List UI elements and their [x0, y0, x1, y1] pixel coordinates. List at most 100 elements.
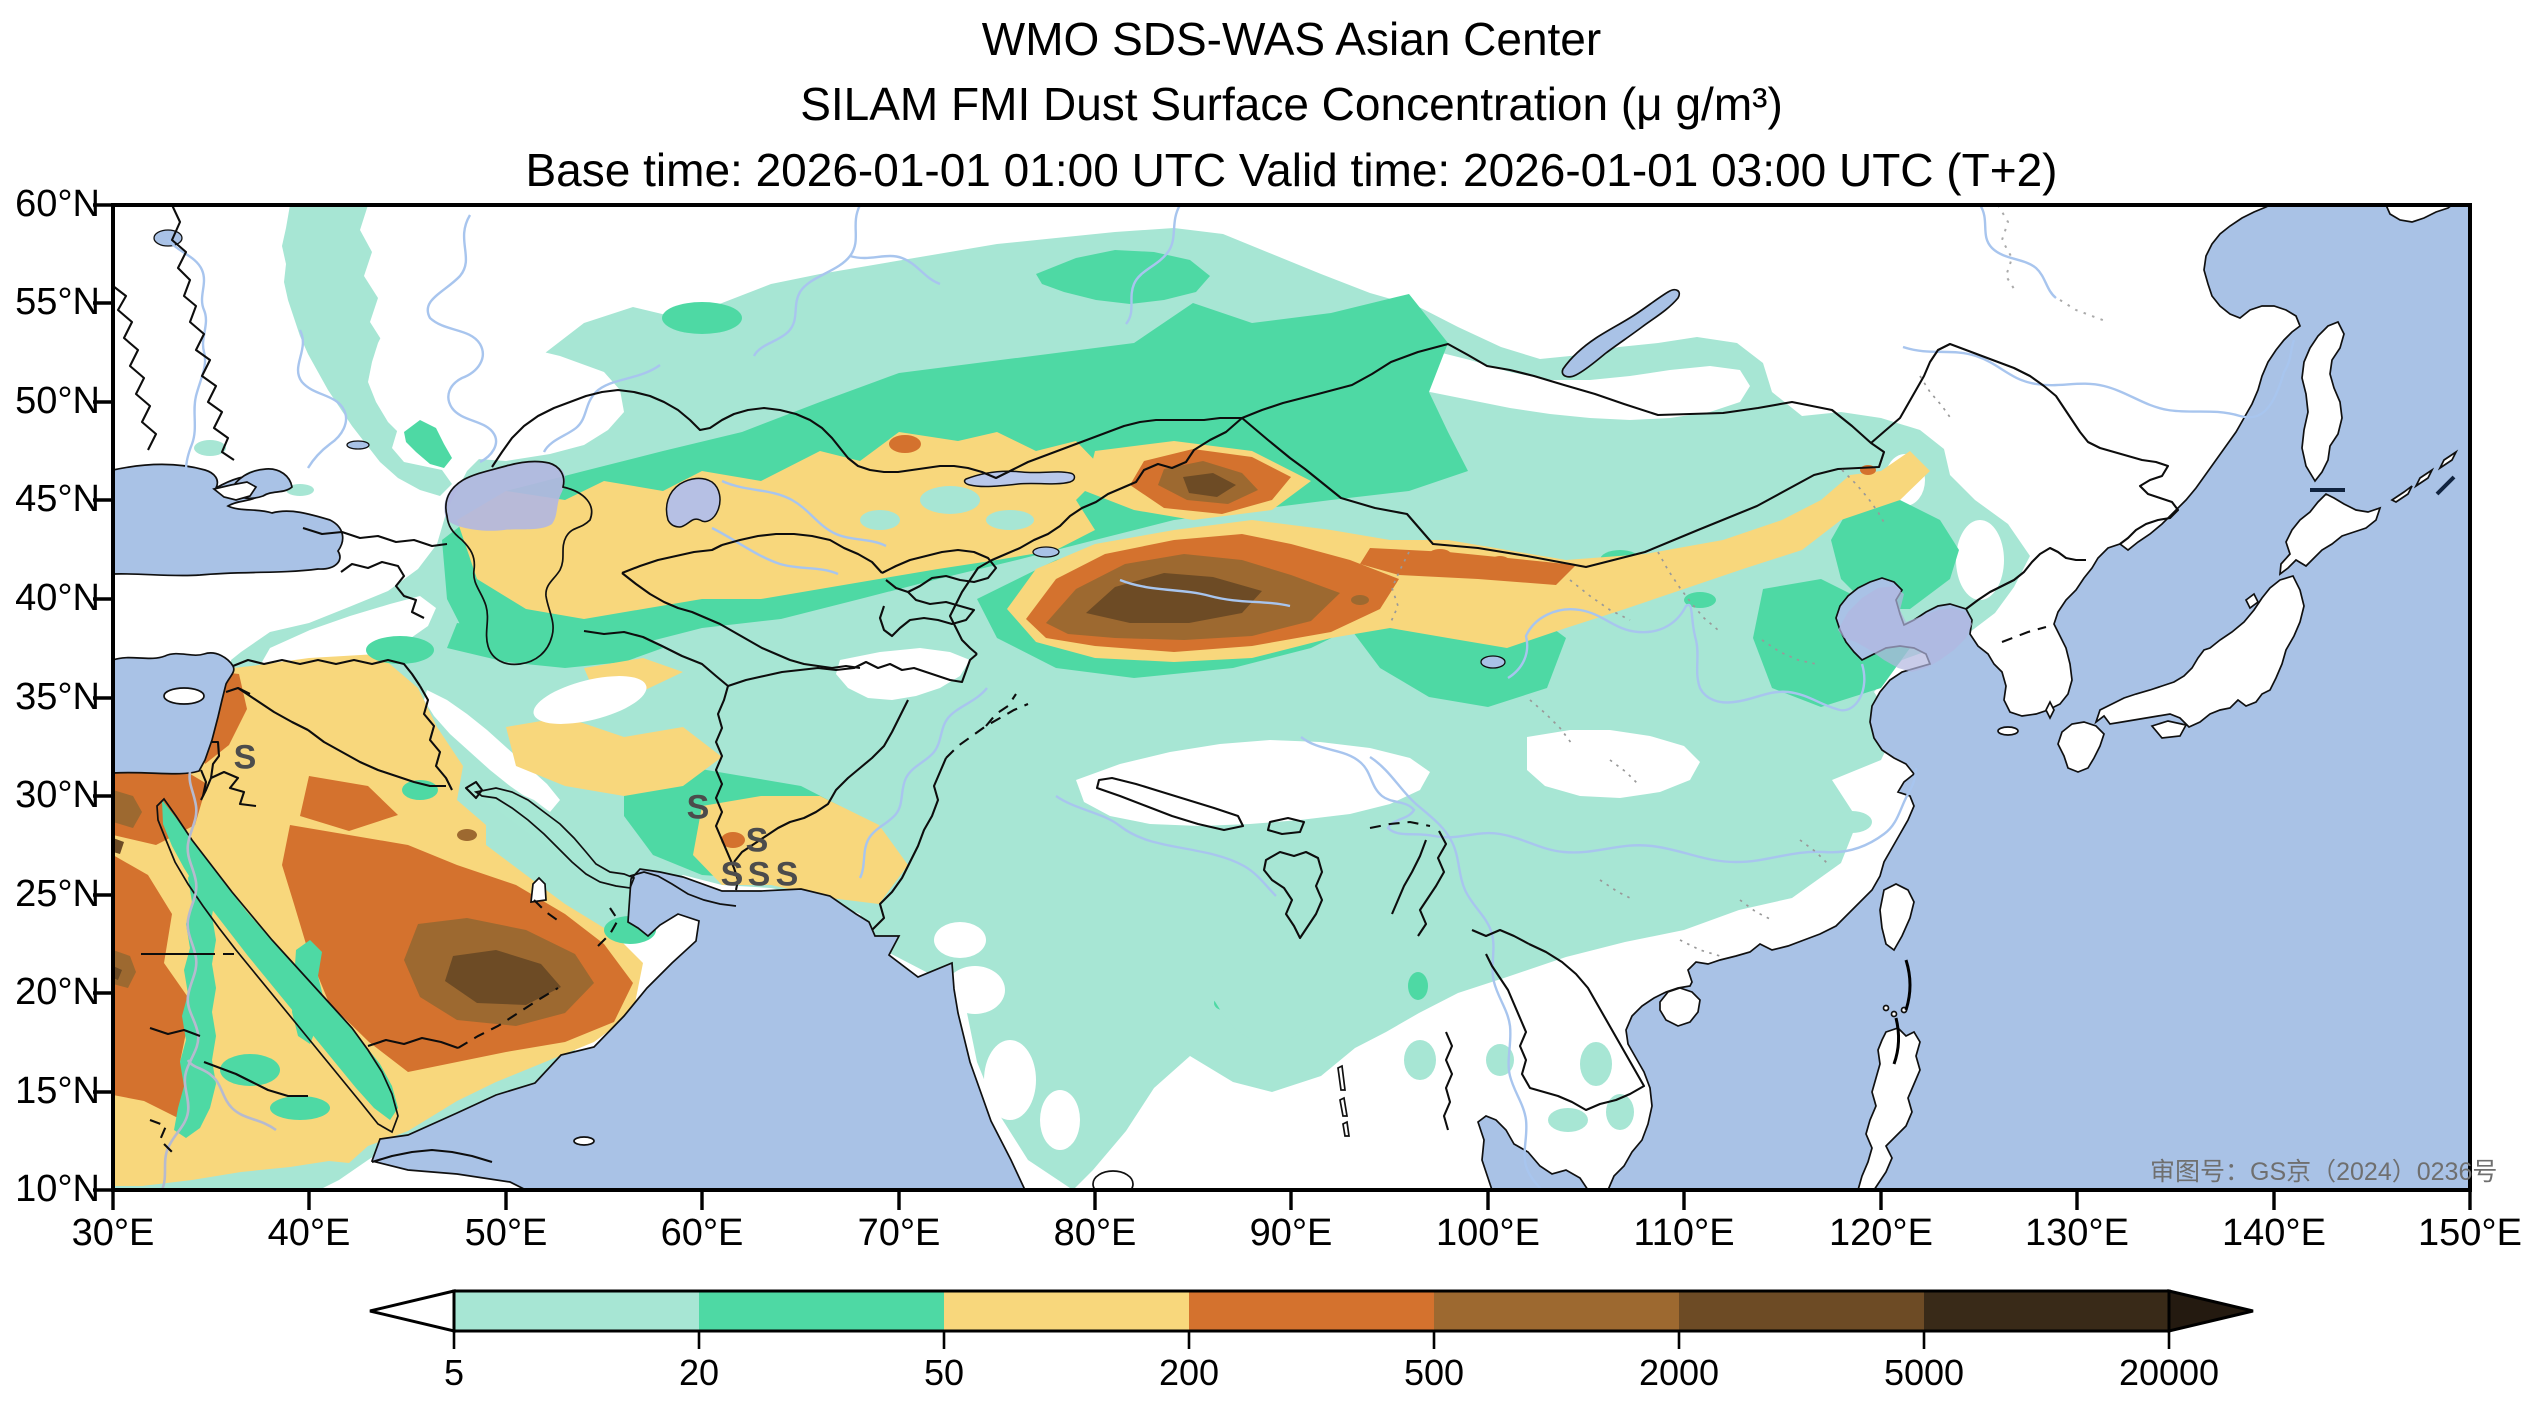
map-canvas: [113, 205, 2470, 1190]
lon-label: 150°E: [2418, 1212, 2522, 1254]
colorbar: [369, 1289, 2254, 1349]
dust-over-water: [444, 462, 1972, 1044]
coastlines: [156, 460, 737, 1146]
lon-label: 90°E: [1249, 1212, 1333, 1254]
colorbar-left-arrow: [369, 1289, 456, 1333]
lat-label: 35°N: [15, 676, 100, 718]
amur-river: [1902, 339, 2296, 419]
gulf-of-thailand: [1476, 1115, 1590, 1190]
bohai-dust: [1838, 586, 1972, 672]
lat-label: 45°N: [15, 478, 100, 520]
colorbar-seg-3: [944, 1291, 1189, 1331]
irtysh-river: [752, 205, 862, 357]
colorbar-label: 2000: [1638, 1352, 1720, 1393]
lon-label: 50°E: [464, 1212, 548, 1254]
crimea: [212, 481, 258, 501]
lat-label: 50°N: [15, 380, 100, 422]
colorbar-seg-6: [1679, 1291, 1924, 1331]
mekong-river: [1369, 755, 1543, 1190]
tsushima: [2045, 700, 2055, 720]
lon-label: 120°E: [1829, 1212, 1933, 1254]
lake-issyk-kul: [1032, 546, 1060, 558]
figure-timestamps: Base time: 2026-01-01 01:00 UTC Valid ti…: [525, 144, 2058, 196]
aral-sea: [665, 477, 721, 528]
sado: [2244, 592, 2260, 610]
dnieper-river: [167, 239, 208, 471]
lat-label: 40°N: [15, 577, 100, 619]
kyushu: [2057, 721, 2105, 773]
jeju: [1997, 726, 2019, 736]
lon-ticks: [111, 1190, 2472, 1210]
shikoku: [2150, 720, 2188, 739]
sakhalin: [2301, 320, 2345, 483]
cyprus: [163, 687, 205, 705]
sri-lanka: [1092, 1170, 1134, 1190]
lat-label: 30°N: [15, 774, 100, 816]
islands: [1092, 320, 2459, 1190]
pacific-and-marginal-seas: [1607, 205, 2470, 1190]
andaman-islands: [1337, 1064, 1350, 1137]
rivers: [160, 205, 2296, 1190]
bay-of-bengal-dust: [1208, 960, 1318, 1044]
lat-label: 60°N: [15, 183, 100, 225]
taiwan: [1879, 883, 1915, 952]
colorbar-label: 500: [1403, 1352, 1465, 1393]
lat-label: 55°N: [15, 281, 100, 323]
lat-label: 10°N: [15, 1168, 100, 1210]
dust-source-marker: S: [775, 855, 799, 894]
ganges-river: [1055, 795, 1277, 897]
lon-label: 110°E: [1633, 1212, 1735, 1254]
dust-concentration-field: [113, 205, 2030, 1190]
indus-river: [858, 687, 988, 879]
blue-nile: [186, 1059, 277, 1132]
lon-label: 140°E: [2222, 1212, 2326, 1254]
lon-label: 80°E: [1053, 1212, 1137, 1254]
persian-gulf-dust: [476, 788, 584, 864]
hokkaido: [2278, 492, 2382, 576]
north-caspian-dust: [444, 462, 566, 531]
colorbar-label: 5: [443, 1352, 465, 1393]
lat-ticks: [93, 203, 113, 1192]
arabian-sea: [370, 868, 1026, 1190]
don-river: [296, 329, 348, 469]
colorbar-seg-1: [454, 1291, 699, 1331]
honshu: [2094, 574, 2305, 729]
colorbar-label: 200: [1158, 1352, 1220, 1393]
dust-source-marker: S: [747, 855, 771, 894]
lon-label: 60°E: [660, 1212, 744, 1254]
socotra: [573, 1136, 595, 1146]
yenisei-river: [1125, 205, 1182, 325]
qinghai-lake: [1480, 655, 1506, 669]
colorbar-label: 20: [678, 1352, 720, 1393]
dust-source-marker: S: [745, 821, 769, 860]
yellow-river: [1507, 603, 1866, 712]
luzon: [1857, 1027, 1921, 1190]
ural-river: [542, 364, 661, 453]
kuril-islands: [2390, 449, 2459, 503]
yangtze-river: [1300, 736, 1918, 864]
colorbar-label: 20000: [2118, 1352, 2220, 1393]
map-frame: [93, 203, 2472, 1210]
dust-source-marker: S: [720, 855, 744, 894]
black-sea: [113, 463, 344, 577]
colorbar-seg-4: [1189, 1291, 1434, 1331]
province-borders: [1389, 205, 2109, 957]
syr-darya: [721, 479, 887, 548]
tarim-river: [1119, 578, 1291, 608]
mediterranean-sea: [113, 652, 235, 775]
colorbar-label: 5000: [1883, 1352, 1965, 1393]
colorbar-seg-2: [699, 1291, 944, 1331]
qatar: [530, 876, 547, 903]
colorbar-seg-5: [1434, 1291, 1679, 1331]
lena-river: [1978, 205, 2057, 299]
lon-label: 40°E: [267, 1212, 351, 1254]
lat-label: 15°N: [15, 1070, 100, 1112]
figure-subtitle: SILAM FMI Dust Surface Concentration (μ …: [800, 78, 1783, 130]
lon-label: 30°E: [71, 1212, 155, 1254]
map-approval-watermark: 审图号：GS京（2024）0236号: [2150, 1158, 2498, 1186]
colorbar-seg-7: [1924, 1291, 2169, 1331]
hainan: [1659, 987, 1701, 1027]
figure-title: WMO SDS-WAS Asian Center: [981, 13, 1602, 65]
